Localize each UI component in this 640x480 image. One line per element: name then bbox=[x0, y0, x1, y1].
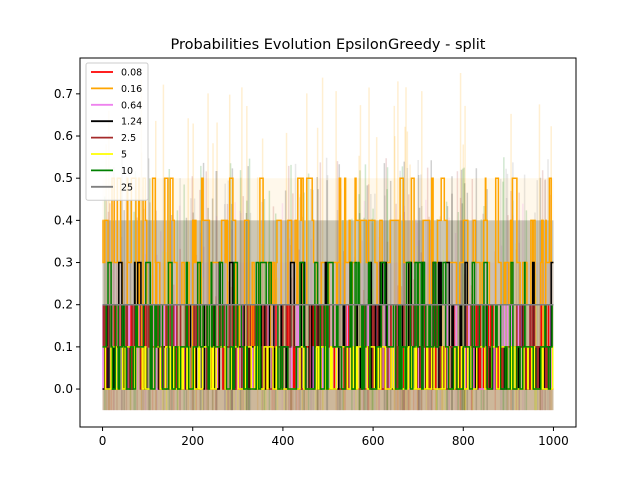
legend-item: 1.24 bbox=[91, 117, 142, 128]
legend-label: 0.16 bbox=[121, 84, 142, 95]
legend-label: 0.08 bbox=[121, 68, 142, 79]
legend-label: 5 bbox=[121, 150, 127, 161]
legend-label: 10 bbox=[121, 166, 133, 177]
x-tick-label: 800 bbox=[452, 434, 475, 448]
legend-label: 25 bbox=[121, 182, 133, 193]
y-tick-label: 0.3 bbox=[54, 256, 73, 270]
y-tick-label: 0.2 bbox=[54, 298, 73, 312]
y-tick-label: 0.5 bbox=[54, 171, 73, 185]
axes-frame bbox=[79, 57, 577, 428]
legend-label: 0.64 bbox=[121, 100, 142, 111]
y-tick-label: 0.0 bbox=[54, 382, 73, 396]
legend-item: 25 bbox=[91, 182, 133, 193]
y-axis: 0.0 0.1 0.2 0.3 0.4 0.5 0.6 0.7 bbox=[54, 87, 80, 396]
legend-item: 0.16 bbox=[91, 84, 142, 95]
y-tick-label: 0.4 bbox=[54, 213, 73, 227]
legend-box bbox=[85, 62, 149, 201]
legend-item: 5 bbox=[91, 150, 127, 161]
x-tick-label: 200 bbox=[181, 434, 204, 448]
chart-title: Probabilities Evolution EpsilonGreedy - … bbox=[171, 37, 486, 53]
x-tick-label: 400 bbox=[271, 434, 294, 448]
x-tick-label: 0 bbox=[99, 434, 107, 448]
legend-item: 2.5 bbox=[91, 133, 136, 144]
legend-item: 0.08 bbox=[91, 68, 142, 79]
x-tick-label: 1000 bbox=[538, 434, 569, 448]
legend: 0.08 0.16 0.64 1.24 2.5 5 10 25 bbox=[85, 62, 149, 201]
plot-area bbox=[102, 73, 554, 411]
y-tick-label: 0.1 bbox=[54, 340, 73, 354]
y-tick-label: 0.6 bbox=[54, 129, 73, 143]
y-tick-label: 0.7 bbox=[54, 87, 73, 101]
legend-item: 10 bbox=[91, 166, 133, 177]
legend-item: 0.64 bbox=[91, 100, 142, 111]
legend-label: 1.24 bbox=[121, 117, 142, 128]
x-tick-label: 600 bbox=[362, 434, 385, 448]
x-axis: 0 200 400 600 800 1000 bbox=[99, 427, 569, 448]
legend-label: 2.5 bbox=[121, 133, 136, 144]
